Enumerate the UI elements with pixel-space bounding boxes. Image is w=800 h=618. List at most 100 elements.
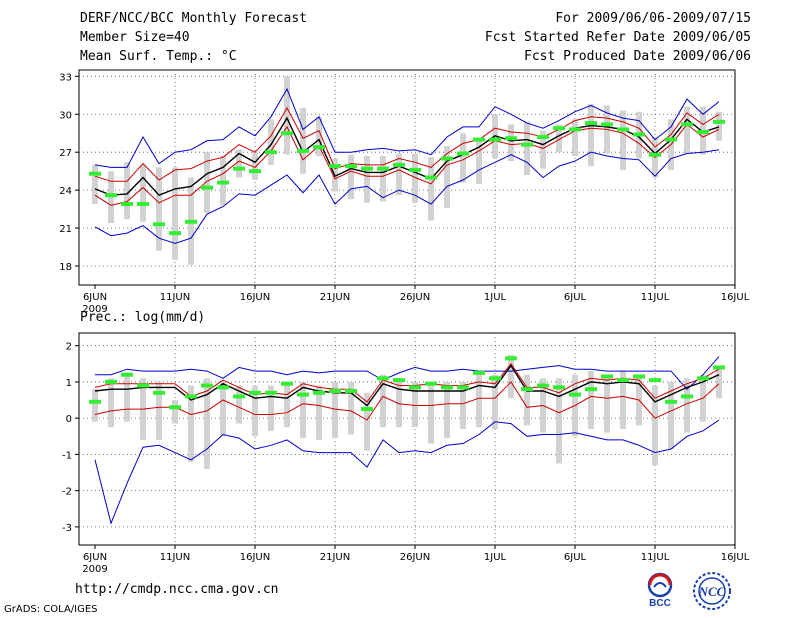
temp-upper-inner-line xyxy=(94,106,720,182)
temp-lower-line xyxy=(94,149,720,244)
prec-marker xyxy=(377,376,389,381)
prec-marker xyxy=(121,372,133,377)
temp-ytick-label: 18 xyxy=(59,262,72,273)
temp-marker xyxy=(377,166,389,171)
prec-marker xyxy=(217,385,229,390)
prec-spread-box xyxy=(156,381,162,440)
temp-marker xyxy=(457,151,469,156)
temp-upper-line xyxy=(94,87,720,168)
temp-spread-box xyxy=(396,153,402,196)
grads-credit: GrADS: COLA/IGES xyxy=(4,604,98,615)
temp-marker xyxy=(665,137,677,142)
temp-xtick-label: 26JUN xyxy=(400,292,430,303)
prec-marker xyxy=(569,392,581,397)
temp-marker xyxy=(233,166,245,171)
prec-xtick-label: 6JUL xyxy=(564,552,587,563)
temp-spread-box xyxy=(508,124,514,162)
temp-marker xyxy=(201,185,213,190)
prec-marker xyxy=(617,378,629,383)
temp-spread-box xyxy=(268,119,274,165)
temp-marker xyxy=(425,175,437,180)
source-url[interactable]: http://cmdp.ncc.cma.gov.cn xyxy=(75,582,279,597)
prec-spread-box xyxy=(348,381,354,435)
temp-marker xyxy=(713,119,725,124)
prec-marker xyxy=(105,379,117,384)
prec-marker xyxy=(457,385,469,390)
prec-marker xyxy=(505,356,517,361)
prec-xtick-label: 16JUN xyxy=(240,552,270,563)
temp-marker xyxy=(601,122,613,127)
temp-marker xyxy=(681,122,693,127)
prec-ytick-label: 0 xyxy=(66,414,72,425)
start-date: Fcst Started Refer Date 2009/06/05 xyxy=(484,30,751,45)
prec-marker xyxy=(425,381,437,386)
prec-spread-box xyxy=(620,371,626,430)
prec-spread-box xyxy=(364,392,370,451)
temp-spread-box xyxy=(284,76,290,155)
prec-spread-box xyxy=(252,385,258,437)
prec-spread-box xyxy=(188,385,194,462)
prec-spread-box xyxy=(460,381,466,430)
prec-marker xyxy=(361,407,373,412)
prec-spread-box xyxy=(108,378,114,428)
temp-ytick-label: 27 xyxy=(59,148,72,159)
temp-marker xyxy=(409,167,421,172)
prec-spread-box xyxy=(412,381,418,428)
temp-spread-box xyxy=(412,153,418,203)
temp-spread-box xyxy=(172,167,178,260)
temp-spread-box xyxy=(300,107,306,174)
prec-spread-box xyxy=(332,381,338,439)
temp-spread-box xyxy=(540,130,546,169)
prec-spread-box xyxy=(508,354,514,399)
prec-spread-box xyxy=(668,381,674,449)
prec-lower-inner-line xyxy=(94,381,720,421)
prec-marker xyxy=(233,394,245,399)
temp-frame xyxy=(78,69,736,286)
temp-marker xyxy=(345,164,357,169)
temp-spread-box xyxy=(684,106,690,154)
prec-marker xyxy=(153,390,165,395)
prec-lower-line xyxy=(94,419,720,525)
prec-spread-box xyxy=(380,374,386,428)
prec-spread-box xyxy=(92,389,98,422)
temp-spread-box xyxy=(348,154,354,199)
temp-marker xyxy=(585,121,597,126)
prec-xtick-label: 26JUN xyxy=(400,552,430,563)
temp-marker xyxy=(265,150,277,155)
temp-marker xyxy=(105,193,117,198)
temp-spread-box xyxy=(572,119,578,156)
prec-xtick-label: 21JUN xyxy=(320,552,350,563)
prec-spread-box xyxy=(588,371,594,430)
prec-marker xyxy=(521,387,533,392)
temp-mean-line xyxy=(94,116,720,197)
temp-marker xyxy=(473,137,485,142)
temp-marker xyxy=(649,152,661,157)
prec-spread-box xyxy=(396,381,402,428)
temp-marker xyxy=(297,148,309,153)
temp-spread-box xyxy=(460,133,466,183)
prec-xtick-label: 11JUN xyxy=(160,552,190,563)
temp-marker xyxy=(153,222,165,227)
prec-spread-box xyxy=(220,381,226,437)
temp-marker xyxy=(569,127,581,132)
prec-xtick-label: 11JUL xyxy=(641,552,670,563)
prec-marker xyxy=(169,405,181,410)
ncc-logo: NCC xyxy=(688,571,736,611)
temp-spread-box xyxy=(124,162,130,220)
temp-xtick-label: 16JUN xyxy=(240,292,270,303)
temp-ytick-label: 33 xyxy=(59,72,72,83)
temp-ytick-label: 21 xyxy=(59,224,72,235)
prec-marker xyxy=(473,370,485,375)
temp-spread-box xyxy=(476,139,482,184)
temp-marker xyxy=(521,142,533,147)
ncc-logo-text: NCC xyxy=(698,584,726,599)
prec-spread-box xyxy=(236,385,242,424)
prec-marker xyxy=(329,388,341,393)
prec-marker xyxy=(281,381,293,386)
prec-marker xyxy=(441,385,453,390)
prec-spread-box xyxy=(204,378,210,469)
prec-marker xyxy=(697,376,709,381)
prec-spread-box xyxy=(428,381,434,444)
temp-xtick-label: 6JUL xyxy=(564,292,587,303)
